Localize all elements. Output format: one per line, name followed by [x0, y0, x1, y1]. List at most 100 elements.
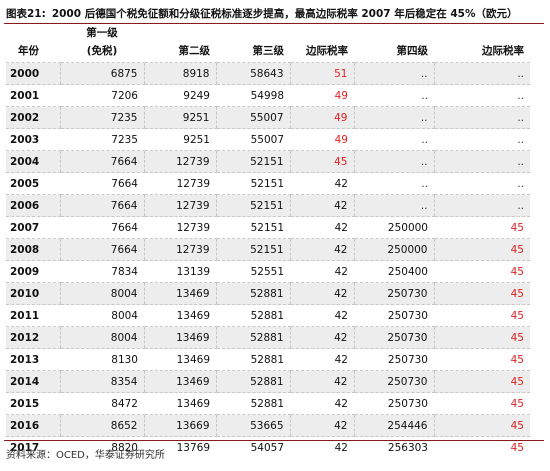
cell-marginal-rate-2: .. [434, 172, 530, 195]
cell-level2: 12739 [143, 194, 216, 217]
cell-level3: 54057 [216, 436, 290, 458]
cell-year: 2013 [6, 348, 60, 371]
cell-level4: .. [353, 150, 434, 173]
cell-level4: 250730 [353, 370, 434, 393]
cell-level3: 52881 [216, 348, 290, 371]
cell-level4: 250000 [353, 238, 434, 261]
cell-level4: 254446 [353, 414, 434, 437]
cell-level3: 52881 [215, 370, 290, 393]
cell-exempt: 8004 [59, 326, 144, 349]
cell-level3: 54998 [216, 84, 290, 107]
cell-exempt: 8354 [59, 370, 144, 393]
figure-label: 图表21: [6, 8, 46, 20]
table-row: 2007 7664 12739 52151 42 250000 45 [6, 216, 530, 239]
cell-year: 2009 [6, 260, 60, 283]
cell-exempt: 7664 [60, 172, 144, 195]
figure-title: 2000 后德国个税免征额和分级征税标准逐步提高，最高边际税率 2007 年后稳… [51, 8, 518, 20]
bottom-rule [4, 440, 544, 441]
cell-marginal-rate-2: .. [433, 106, 530, 129]
cell-marginal-rate: 42 [289, 282, 354, 305]
cell-year: 2008 [6, 238, 60, 261]
cell-level2: 13769 [144, 436, 216, 458]
cell-level4: 250000 [354, 216, 434, 239]
cell-marginal-rate: 42 [289, 326, 354, 349]
cell-marginal-rate: 42 [289, 238, 354, 261]
cell-exempt: 8004 [59, 282, 144, 305]
cell-level2: 13469 [144, 348, 216, 371]
cell-marginal-rate: 42 [290, 348, 354, 371]
cell-year: 2015 [6, 392, 60, 415]
cell-marginal-rate-2: 45 [433, 238, 530, 261]
cell-level4: 250730 [354, 348, 434, 371]
cell-level2: 13469 [144, 304, 216, 327]
cell-marginal-rate-2: .. [433, 62, 530, 85]
cell-exempt: 7235 [59, 106, 144, 129]
cell-level2: 12739 [143, 150, 216, 173]
cell-marginal-rate: 42 [290, 216, 354, 239]
cell-marginal-rate-2: .. [434, 84, 530, 107]
cell-year: 2016 [6, 414, 60, 437]
cell-level2: 8918 [143, 62, 216, 85]
cell-level4: .. [353, 62, 434, 85]
cell-level3: 53665 [215, 414, 290, 437]
cell-marginal-rate-2: 45 [434, 304, 530, 327]
cell-level3: 52881 [215, 282, 290, 305]
cell-level2: 9251 [144, 128, 216, 151]
cell-marginal-rate: 45 [289, 150, 354, 173]
cell-exempt: 8004 [60, 304, 144, 327]
cell-level4: 250730 [353, 326, 434, 349]
cell-level3: 55007 [216, 128, 290, 151]
table-row: 2004 7664 12739 52151 45.... [6, 150, 530, 173]
cell-marginal-rate-2: .. [433, 150, 530, 173]
cell-level3: 52151 [215, 238, 290, 261]
cell-marginal-rate-2: 45 [433, 282, 530, 305]
cell-marginal-rate: 42 [289, 194, 354, 217]
cell-level4: .. [354, 84, 434, 107]
cell-marginal-rate: 42 [290, 260, 354, 283]
cell-year: 2001 [6, 84, 60, 107]
cell-marginal-rate-2: .. [433, 194, 530, 217]
cell-marginal-rate: 42 [289, 370, 354, 393]
cell-level2: 13469 [143, 370, 216, 393]
cell-marginal-rate: 49 [289, 106, 354, 129]
cell-marginal-rate-2: 45 [433, 326, 530, 349]
table-row: 2010 8004 13469 52881 42 250730 45 [6, 282, 530, 305]
cell-marginal-rate-2: 45 [434, 348, 530, 371]
cell-level4: .. [353, 106, 434, 129]
cell-level2: 13469 [144, 392, 216, 415]
cell-marginal-rate: 42 [290, 436, 354, 458]
cell-level2: 9249 [144, 84, 216, 107]
header-level3: 第三级 [252, 45, 285, 57]
cell-level4: .. [354, 172, 434, 195]
figure-caption: 图表21: 2000 后德国个税免征额和分级征税标准逐步提高，最高边际税率 200… [6, 6, 546, 22]
header-level4: 第四级 [396, 45, 429, 57]
cell-year: 2017 [6, 436, 60, 458]
header-level2: 第二级 [178, 45, 211, 57]
cell-level3: 52151 [216, 172, 290, 195]
cell-level3: 55007 [215, 106, 290, 129]
cell-year: 2011 [6, 304, 60, 327]
cell-year: 2004 [6, 150, 60, 173]
cell-year: 2002 [6, 106, 60, 129]
cell-exempt: 8472 [60, 392, 144, 415]
cell-exempt: 7235 [60, 128, 144, 151]
cell-year: 2007 [6, 216, 60, 239]
cell-level4: 250730 [354, 392, 434, 415]
table-row: 2003 7235 9251 55007 49.... [6, 128, 530, 151]
cell-year: 2000 [6, 62, 60, 85]
cell-level2: 13669 [143, 414, 216, 437]
cell-marginal-rate: 42 [290, 172, 354, 195]
cell-level3: 52151 [216, 216, 290, 239]
table-row: 2013 8130 13469 52881 42 250730 45 [6, 348, 530, 371]
table-row: 2002 7235 9251 55007 49.... [6, 106, 530, 129]
cell-level4: 250730 [353, 282, 434, 305]
header-marginal-rate-2: 边际税率 [482, 45, 524, 57]
cell-level3: 52881 [216, 392, 290, 415]
table-row: 2015 8472 13469 52881 42 250730 45 [6, 392, 530, 415]
cell-year: 2014 [6, 370, 60, 393]
cell-marginal-rate-2: 45 [434, 260, 530, 283]
source-note: 资料来源：OCED，华泰证券研究所 [6, 450, 165, 461]
cell-level2: 12739 [144, 172, 216, 195]
cell-exempt: 7664 [59, 238, 144, 261]
table-row: 2009 7834 13139 52551 42 250400 45 [6, 260, 530, 283]
